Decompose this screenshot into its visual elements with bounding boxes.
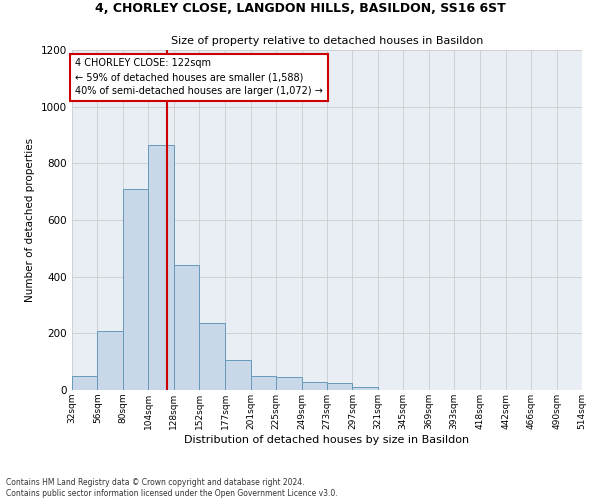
- Bar: [302, 382, 327, 390]
- Y-axis label: Number of detached properties: Number of detached properties: [25, 138, 35, 302]
- Bar: [352, 387, 378, 390]
- X-axis label: Distribution of detached houses by size in Basildon: Distribution of detached houses by size …: [184, 434, 470, 444]
- Title: Size of property relative to detached houses in Basildon: Size of property relative to detached ho…: [171, 36, 483, 46]
- Bar: [276, 378, 302, 390]
- Text: 4, CHORLEY CLOSE, LANGDON HILLS, BASILDON, SS16 6ST: 4, CHORLEY CLOSE, LANGDON HILLS, BASILDO…: [95, 2, 505, 16]
- Bar: [123, 189, 148, 390]
- Bar: [97, 330, 123, 390]
- Bar: [199, 324, 226, 390]
- Bar: [72, 376, 97, 390]
- Bar: [226, 360, 251, 390]
- Bar: [327, 383, 352, 390]
- Text: Contains HM Land Registry data © Crown copyright and database right 2024.
Contai: Contains HM Land Registry data © Crown c…: [6, 478, 338, 498]
- Text: 4 CHORLEY CLOSE: 122sqm
← 59% of detached houses are smaller (1,588)
40% of semi: 4 CHORLEY CLOSE: 122sqm ← 59% of detache…: [75, 58, 323, 96]
- Bar: [251, 376, 276, 390]
- Bar: [148, 145, 173, 390]
- Bar: [173, 266, 199, 390]
